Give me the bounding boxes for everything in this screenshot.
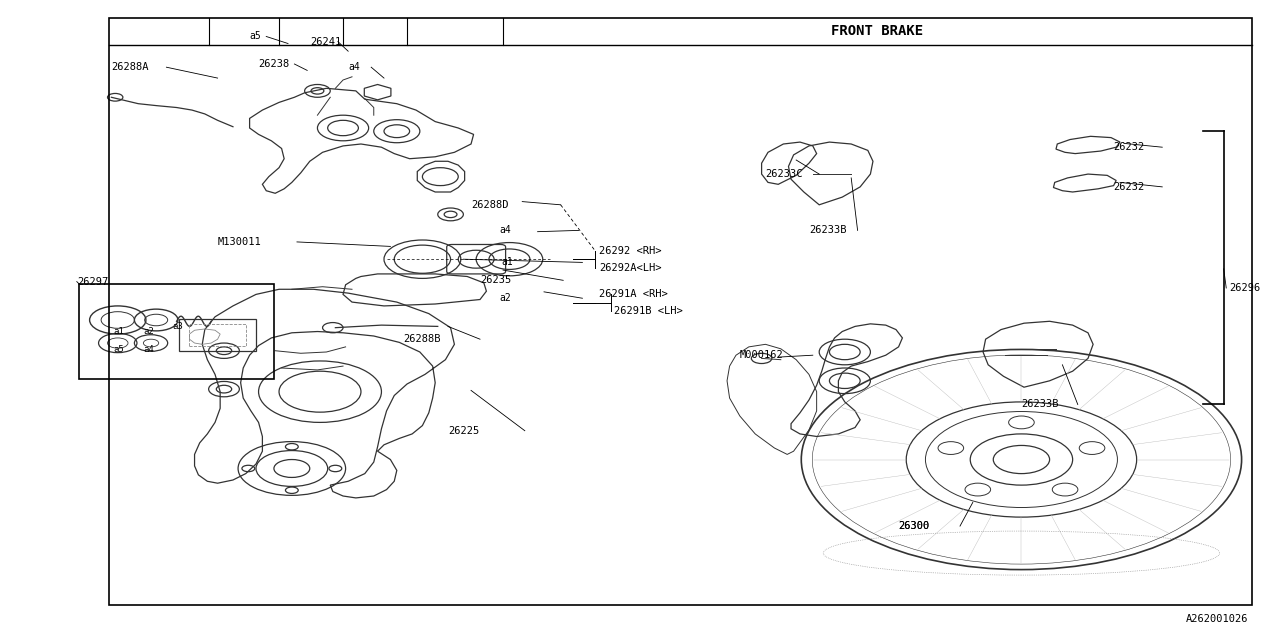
Text: 26300: 26300 xyxy=(899,521,929,531)
Text: a4: a4 xyxy=(348,62,360,72)
Text: 26235: 26235 xyxy=(480,275,511,285)
Text: 26288A: 26288A xyxy=(111,62,148,72)
Text: 26241: 26241 xyxy=(310,36,340,47)
Text: a2: a2 xyxy=(143,327,154,336)
Text: 26233B: 26233B xyxy=(809,225,846,236)
Text: 26291A <RH>: 26291A <RH> xyxy=(599,289,668,300)
Text: 26288B: 26288B xyxy=(403,334,440,344)
Text: 26291B <LH>: 26291B <LH> xyxy=(614,306,684,316)
Text: 26296: 26296 xyxy=(1229,283,1260,293)
Text: M000162: M000162 xyxy=(740,350,783,360)
Text: 26292A<LH>: 26292A<LH> xyxy=(599,262,662,273)
Text: 26238: 26238 xyxy=(259,59,289,69)
Bar xyxy=(109,18,1252,605)
Text: a5: a5 xyxy=(250,31,261,42)
Text: 26288D: 26288D xyxy=(471,200,508,210)
Bar xyxy=(179,319,256,351)
Text: 26225: 26225 xyxy=(448,426,479,436)
Text: 26233C: 26233C xyxy=(765,169,803,179)
Text: 26297: 26297 xyxy=(77,276,108,287)
Text: 26232: 26232 xyxy=(1114,182,1144,192)
Text: a4: a4 xyxy=(143,345,154,354)
Text: A262001026: A262001026 xyxy=(1185,614,1248,624)
Text: a4: a4 xyxy=(499,225,511,236)
Text: a3: a3 xyxy=(173,322,183,331)
Text: M130011: M130011 xyxy=(218,237,261,247)
Text: a1: a1 xyxy=(502,257,513,268)
Bar xyxy=(79,284,274,379)
Text: 26292 <RH>: 26292 <RH> xyxy=(599,246,662,256)
Text: FRONT BRAKE: FRONT BRAKE xyxy=(831,24,923,38)
Text: 26233B: 26233B xyxy=(1021,399,1059,410)
Text: 26232: 26232 xyxy=(1114,142,1144,152)
Bar xyxy=(189,324,246,346)
Text: a1: a1 xyxy=(114,327,124,336)
Text: a2: a2 xyxy=(499,293,511,303)
Text: a5: a5 xyxy=(114,345,124,354)
Text: 26300: 26300 xyxy=(899,521,929,531)
